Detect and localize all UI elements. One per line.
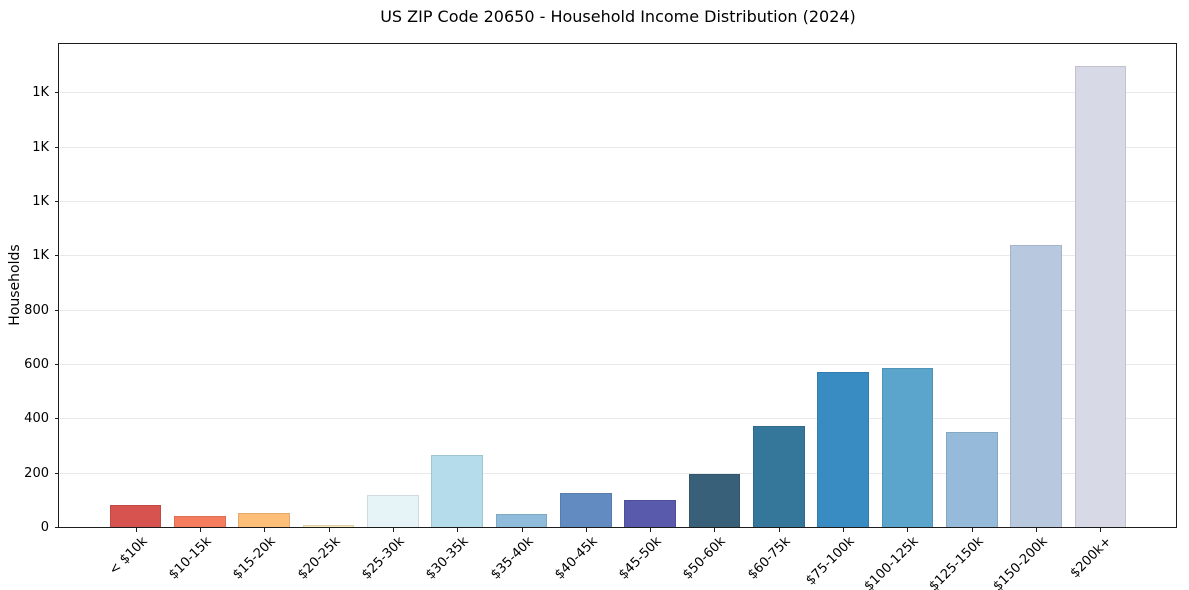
x-tick-mark <box>521 528 523 532</box>
x-tick-mark <box>1036 528 1038 532</box>
y-tick-mark <box>55 92 59 94</box>
x-tick-label: $45-50k <box>616 534 665 583</box>
y-tick-label: 0 <box>40 520 49 535</box>
y-tick-label: 800 <box>24 302 49 318</box>
y-tick-mark <box>55 418 59 420</box>
x-tick-label: $50-60k <box>680 534 730 583</box>
y-tick-label: 1K <box>32 139 49 155</box>
y-tick-mark <box>55 146 59 148</box>
x-tick-label: $75-100k <box>803 534 858 589</box>
x-tick-label: $15-20k <box>230 534 279 583</box>
gridline <box>60 309 1176 311</box>
x-tick-mark <box>650 528 652 532</box>
x-tick-label: $35-40k <box>487 534 537 583</box>
bar <box>817 372 869 527</box>
bar <box>946 431 998 527</box>
chart-title: US ZIP Code 20650 - Household Income Dis… <box>380 7 856 26</box>
y-tick-mark <box>55 472 59 474</box>
bar <box>495 513 548 527</box>
x-tick-label: $40-45k <box>551 534 601 583</box>
y-tick-mark <box>55 201 59 203</box>
x-tick-mark <box>778 528 780 532</box>
bar <box>174 515 226 527</box>
bar <box>109 504 162 527</box>
y-tick-mark <box>55 255 59 257</box>
x-tick-mark <box>199 528 201 532</box>
x-tick-mark <box>971 528 973 532</box>
x-tick-mark <box>135 528 137 532</box>
y-tick-label: 1K <box>32 85 49 101</box>
x-tick-label: $60-75k <box>744 534 794 583</box>
x-tick-mark <box>457 528 459 532</box>
bar <box>560 493 612 527</box>
x-tick-mark <box>714 528 716 532</box>
bar <box>1010 244 1062 527</box>
x-tick-label: $125-150k <box>926 534 987 590</box>
gridline <box>60 146 1176 148</box>
y-tick-mark <box>55 527 59 528</box>
bar <box>624 499 676 527</box>
x-tick-mark <box>1100 528 1102 532</box>
bar <box>238 512 290 527</box>
y-tick-label: 1K <box>32 248 49 264</box>
x-tick-label: $200k+ <box>1068 534 1116 582</box>
gridline <box>60 201 1176 203</box>
bar <box>753 426 805 527</box>
x-tick-mark <box>264 528 266 532</box>
gridline <box>60 472 1176 474</box>
x-tick-label: $100-125k <box>861 534 923 590</box>
bar <box>688 474 741 527</box>
bar <box>881 368 934 527</box>
x-tick-label: $150-200k <box>990 534 1051 590</box>
x-tick-label: $20-25k <box>294 534 344 583</box>
y-tick-label: 1K <box>32 194 49 210</box>
gridline <box>60 92 1176 94</box>
bar <box>431 455 483 527</box>
plot-area-frame <box>58 43 1177 528</box>
gridline <box>60 255 1176 257</box>
y-tick-label: 600 <box>24 357 49 373</box>
bar <box>1074 66 1127 527</box>
x-tick-label: $10-15k <box>165 534 215 583</box>
x-tick-mark <box>843 528 845 532</box>
x-tick-mark <box>585 528 587 532</box>
y-tick-mark <box>55 309 59 311</box>
x-tick-label: $25-30k <box>358 534 408 583</box>
y-tick-mark <box>55 364 59 366</box>
y-tick-label: 400 <box>24 411 49 427</box>
gridline <box>60 364 1176 366</box>
x-tick-mark <box>907 528 909 532</box>
bar <box>302 524 355 527</box>
x-tick-label: < $10k <box>106 534 151 579</box>
x-tick-mark <box>392 528 394 532</box>
gridline <box>60 418 1176 420</box>
y-tick-label: 200 <box>24 465 49 481</box>
x-tick-label: $30-35k <box>423 534 472 583</box>
x-tick-mark <box>328 528 330 532</box>
bar <box>367 495 419 527</box>
